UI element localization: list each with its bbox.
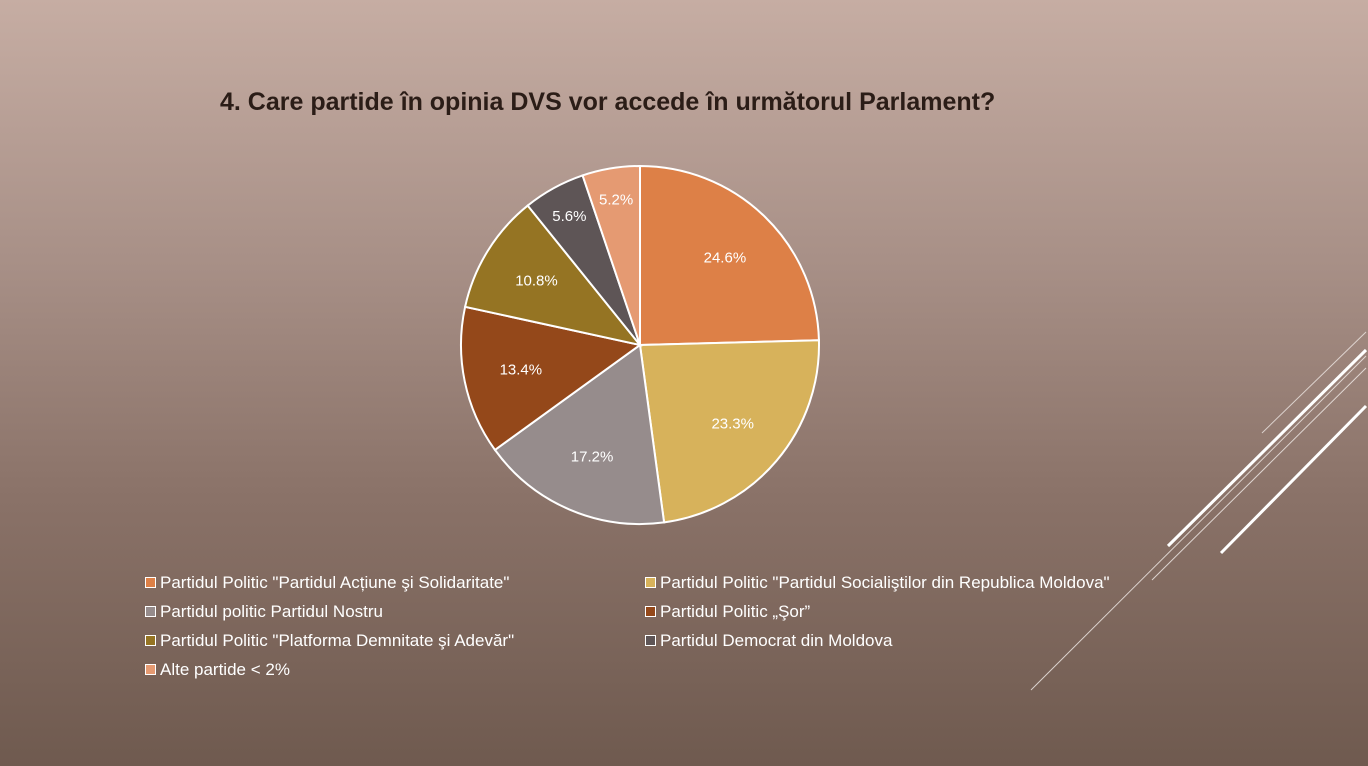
pie-slice-3 xyxy=(460,305,643,452)
legend-swatch-1 xyxy=(645,577,656,588)
legend-label-5: Partidul Democrat din Moldova xyxy=(660,630,893,650)
pie-data-label-0: 24.6% xyxy=(704,249,747,266)
pie-chart: 24.6% 23.3% 17.2% 13.4% 10.8% 5.6% 5.2% xyxy=(460,164,820,525)
pie-slice-4 xyxy=(463,204,643,347)
pie-slice-1 xyxy=(638,339,820,524)
pie-slice-2 xyxy=(493,343,666,525)
pie-data-label-4: 10.8% xyxy=(515,272,558,289)
legend-label-4: Partidul Politic "Platforma Demnitate şi… xyxy=(160,630,515,650)
legend-item-6: Alte partide < 2% xyxy=(145,658,645,681)
legend: Partidul Politic "Partidul Acțiune şi So… xyxy=(145,571,1205,681)
legend-item-0: Partidul Politic "Partidul Acțiune şi So… xyxy=(145,571,645,594)
legend-item-2: Partidul politic Partidul Nostru xyxy=(145,600,645,623)
legend-label-2: Partidul politic Partidul Nostru xyxy=(160,601,383,621)
pie-data-label-5: 5.6% xyxy=(552,208,586,225)
pie-data-label-6: 5.2% xyxy=(599,192,633,209)
pie-slice-0 xyxy=(639,164,820,347)
pie-data-label-1: 23.3% xyxy=(711,415,754,432)
legend-swatch-6 xyxy=(145,664,156,675)
legend-swatch-5 xyxy=(645,635,656,646)
legend-item-4: Partidul Politic "Platforma Demnitate şi… xyxy=(145,629,645,652)
legend-swatch-3 xyxy=(645,606,656,617)
legend-item-1: Partidul Politic "Partidul Socialiştilor… xyxy=(645,571,1205,594)
pie-slice-6 xyxy=(581,164,641,346)
legend-item-3: Partidul Politic „Şor” xyxy=(645,600,1205,623)
chart-title: 4. Care partide în opinia DVS vor accede… xyxy=(220,88,996,116)
legend-label-1: Partidul Politic "Partidul Socialiştilor… xyxy=(660,572,1110,592)
legend-swatch-0 xyxy=(145,577,156,588)
legend-swatch-4 xyxy=(145,635,156,646)
legend-swatch-2 xyxy=(145,606,156,617)
pie-data-label-3: 13.4% xyxy=(500,361,543,378)
pie-data-label-2: 17.2% xyxy=(571,448,614,465)
legend-label-3: Partidul Politic „Şor” xyxy=(660,601,811,621)
legend-label-6: Alte partide < 2% xyxy=(160,659,290,679)
legend-item-5: Partidul Democrat din Moldova xyxy=(645,629,1205,652)
legend-label-0: Partidul Politic "Partidul Acțiune şi So… xyxy=(160,572,510,592)
